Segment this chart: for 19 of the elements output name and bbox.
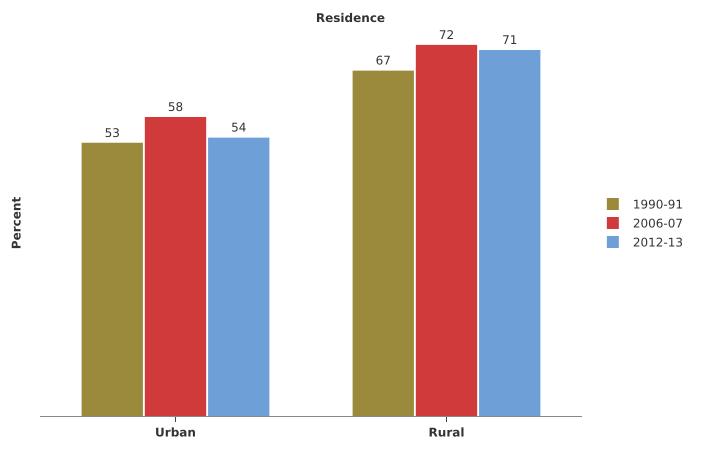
- chart-title: Residence: [316, 11, 386, 26]
- data-label: 58: [168, 100, 184, 114]
- x-tick-label: Urban: [155, 425, 196, 440]
- data-label: 72: [438, 28, 454, 42]
- legend-label: 2012-13: [632, 236, 683, 250]
- bar: [144, 117, 206, 416]
- y-axis-title: Percent: [9, 196, 24, 250]
- legend-label: 2006-07: [632, 216, 683, 231]
- legend-label: 1990-91: [632, 198, 683, 212]
- bar: [208, 138, 270, 416]
- bar: [352, 70, 414, 416]
- data-label: 54: [231, 120, 246, 135]
- bar: [82, 142, 143, 416]
- x-tick-label: Rural: [428, 425, 464, 440]
- data-label: 53: [104, 126, 120, 140]
- bar: [416, 44, 478, 416]
- data-label: 71: [502, 33, 518, 47]
- data-label: 67: [376, 54, 391, 68]
- bar: [479, 50, 540, 416]
